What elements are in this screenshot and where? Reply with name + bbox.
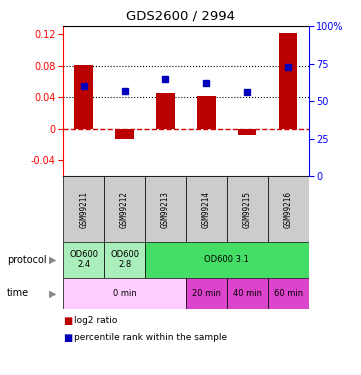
Text: GSM99216: GSM99216 <box>284 190 293 228</box>
Text: OD600 3.1: OD600 3.1 <box>204 255 249 264</box>
Text: log2 ratio: log2 ratio <box>74 316 117 325</box>
Text: GDS2600 / 2994: GDS2600 / 2994 <box>126 9 235 22</box>
Bar <box>227 278 268 309</box>
Bar <box>104 242 145 278</box>
Bar <box>63 278 186 309</box>
Text: ■: ■ <box>63 333 73 342</box>
Bar <box>238 129 256 135</box>
Text: GSM99211: GSM99211 <box>79 190 88 228</box>
Bar <box>63 176 104 242</box>
Text: GSM99212: GSM99212 <box>120 190 129 228</box>
Text: OD600
2.8: OD600 2.8 <box>110 250 139 269</box>
Text: time: time <box>7 288 29 298</box>
Bar <box>268 278 309 309</box>
Bar <box>115 129 134 139</box>
Bar <box>186 278 227 309</box>
Bar <box>279 33 297 129</box>
Text: ▶: ▶ <box>49 255 56 265</box>
Text: OD600
2.4: OD600 2.4 <box>69 250 98 269</box>
Text: protocol: protocol <box>7 255 47 265</box>
Text: ▶: ▶ <box>49 288 56 298</box>
Bar <box>104 176 145 242</box>
Bar <box>197 96 216 129</box>
Text: GSM99213: GSM99213 <box>161 190 170 228</box>
Bar <box>74 65 93 129</box>
Bar <box>63 242 104 278</box>
Bar <box>156 93 175 129</box>
Text: 0 min: 0 min <box>113 289 136 298</box>
Bar <box>145 176 186 242</box>
Text: 20 min: 20 min <box>192 289 221 298</box>
Text: percentile rank within the sample: percentile rank within the sample <box>74 333 227 342</box>
Text: GSM99214: GSM99214 <box>202 190 211 228</box>
Text: GSM99215: GSM99215 <box>243 190 252 228</box>
Text: 60 min: 60 min <box>274 289 303 298</box>
Text: ■: ■ <box>63 316 73 326</box>
Bar <box>268 176 309 242</box>
Bar <box>186 176 227 242</box>
Bar <box>145 242 309 278</box>
Bar <box>227 176 268 242</box>
Text: 40 min: 40 min <box>233 289 262 298</box>
